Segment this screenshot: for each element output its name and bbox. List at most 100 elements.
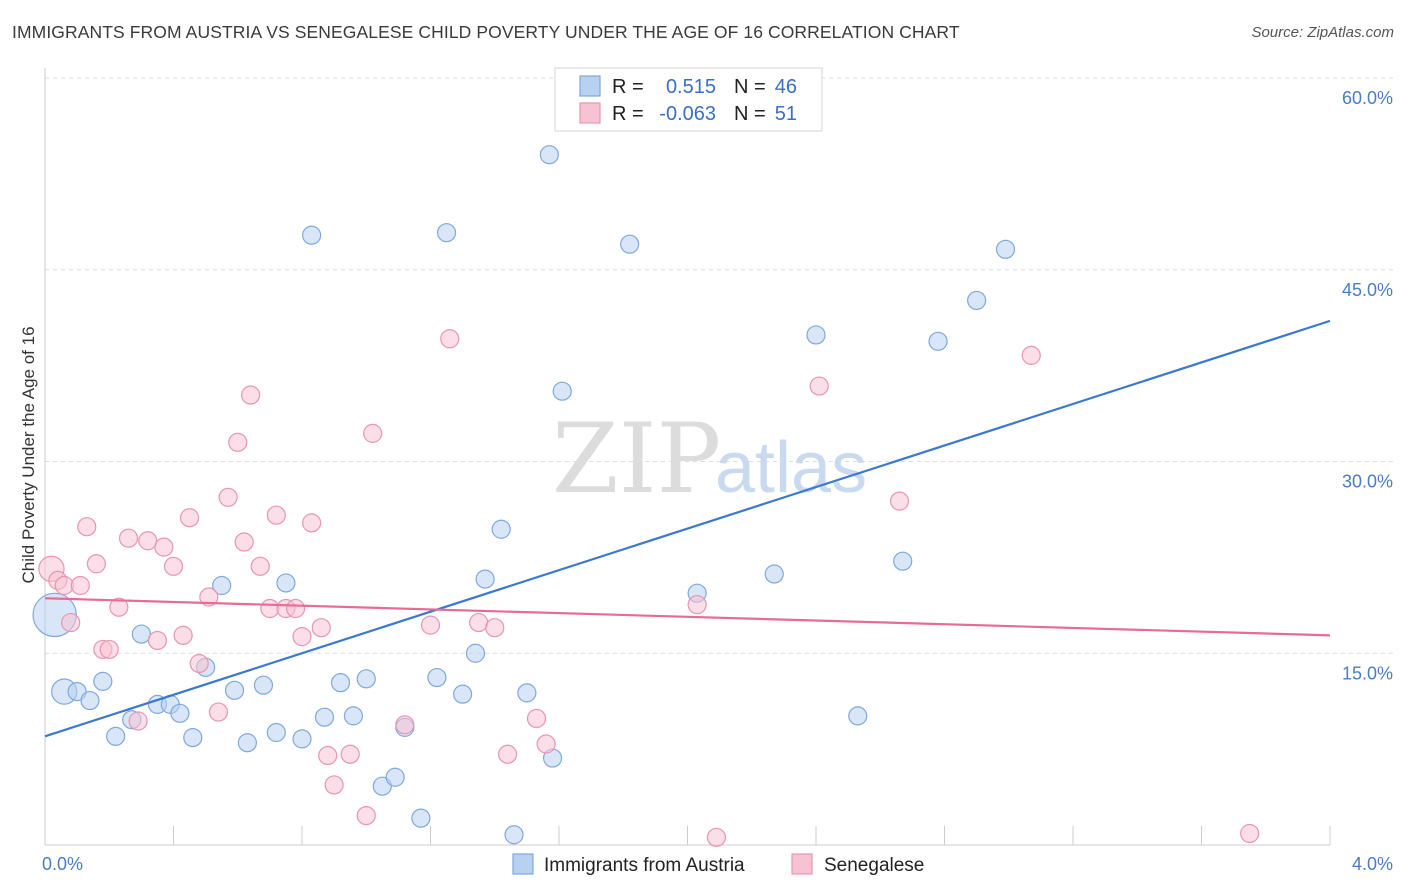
senegalese-data-point (163, 556, 184, 576)
senegalese-data-point (118, 528, 139, 548)
stats-legend-r-label: R = (612, 103, 644, 125)
stats-legend-n-value: 51 (775, 103, 797, 125)
austria-data-point (967, 290, 987, 311)
austria-data-point (465, 643, 486, 663)
senegalese-data-point (469, 612, 489, 633)
austria-data-point (427, 667, 447, 688)
senegalese-data-point (77, 517, 97, 537)
stats-legend-n-label: N = (734, 103, 766, 125)
tick-labels: 15.0% 30.0% 45.0% 60.0% 0.0% 4.0% (42, 88, 1393, 874)
series-legend: Immigrants from Austria Senegalese (512, 853, 924, 876)
austria-data-point (806, 325, 826, 345)
austria-data-point (436, 223, 457, 243)
austria-data-point (212, 575, 232, 596)
senegalese-data-point (395, 715, 415, 735)
senegalese-data-point (70, 575, 90, 596)
senegalese-data-point (234, 532, 254, 552)
y-tick-label: 30.0% (1342, 472, 1393, 492)
axes (44, 68, 1331, 846)
senegalese-data-point (498, 744, 518, 764)
austria-data-point (237, 733, 257, 753)
austria-data-point (620, 234, 640, 254)
austria-data-point (330, 673, 351, 693)
austria-data-point (475, 569, 495, 589)
austria-data-point (106, 726, 126, 746)
senegalese-data-point (809, 376, 829, 396)
austria-data-point (356, 669, 376, 689)
senegalese-data-point (99, 639, 119, 660)
stats-legend-r-value: 0.515 (666, 76, 716, 98)
stats-legend-n-value: 46 (775, 76, 797, 98)
senegalese-data-point (420, 615, 441, 635)
senegalese-data-point (356, 805, 376, 826)
stats-legend: R = 0.515 N = 46 R = -0.063 N = 51 (554, 67, 823, 132)
senegalese-data-point (128, 711, 148, 731)
austria-data-point (893, 551, 913, 571)
x-tick-label: 4.0% (1352, 854, 1393, 874)
austria-data-point (504, 825, 524, 845)
y-tick-label: 15.0% (1342, 663, 1393, 683)
senegalese-trend-line (44, 597, 1331, 637)
senegalese-data-point (173, 625, 193, 645)
senegalese-data-point (302, 513, 322, 533)
senegalese-data-point (241, 385, 261, 405)
austria-data-point (764, 564, 784, 584)
austria-data-point (343, 706, 363, 726)
stats-legend-r-label: R = (612, 76, 644, 98)
austria-data-point (491, 519, 511, 539)
senegalese-data-point (285, 598, 306, 619)
senegalese-data-point (536, 734, 556, 754)
series-legend-swatch-senegalese (791, 853, 813, 875)
austria-data-point (93, 671, 113, 691)
austria-data-point (80, 690, 100, 711)
x-tick-label: 0.0% (42, 854, 83, 874)
senegalese-data-point (324, 775, 344, 795)
austria-trend-line (44, 319, 1331, 738)
austria-data-point (453, 684, 473, 704)
senegalese-data-point (363, 423, 383, 443)
y-tick-label: 60.0% (1342, 88, 1393, 108)
series-legend-label-senegalese: Senegalese (824, 855, 924, 876)
trend-lines (44, 319, 1331, 738)
senegalese-data-point (54, 575, 74, 596)
austria-data-point (131, 624, 151, 644)
stats-legend-n-label: N = (734, 76, 766, 98)
senegalese-data-point (318, 745, 338, 766)
senegalese-data-point (208, 702, 229, 722)
austria-data-point (385, 767, 405, 787)
series-legend-swatch-austria (512, 853, 534, 875)
senegalese-data-point (250, 556, 270, 576)
austria-data-point (170, 703, 190, 723)
senegalese-data-point (889, 491, 910, 511)
watermark-zip: ZIP (552, 403, 721, 515)
senegalese-data-point (260, 598, 280, 619)
senegalese-data-point (292, 627, 312, 647)
austria-data-point (314, 707, 335, 727)
senegalese-data-point (440, 329, 460, 349)
austria-data-point (224, 680, 245, 700)
senegalese-data-point (1240, 823, 1260, 844)
y-axis-label: Child Poverty Under the Age of 16 (19, 326, 38, 583)
y-tick-label: 45.0% (1342, 280, 1393, 300)
stats-legend-swatch-blue (579, 75, 601, 97)
austria-data-point (292, 729, 312, 749)
austria-data-point (928, 331, 948, 351)
senegalese-data-point (485, 618, 505, 638)
senegalese-data-point (266, 505, 286, 525)
austria-data-point (266, 722, 286, 743)
austria-data-point (183, 728, 203, 748)
senegalese-data-point (61, 612, 81, 633)
senegalese-data-point (138, 531, 158, 551)
senegalese-data-point (218, 487, 238, 507)
austria-data-point (276, 573, 296, 593)
chart-source: Source: ZipAtlas.com (1251, 24, 1394, 41)
senegalese-data-point (199, 587, 219, 607)
stats-legend-r-value: -0.063 (659, 103, 716, 125)
chart-title: IMMIGRANTS FROM AUSTRIA VS SENEGALESE CH… (12, 22, 960, 42)
senegalese-data-point (706, 827, 727, 847)
austria-data-point (552, 381, 572, 401)
austria-data-point (848, 706, 868, 726)
austria-data-point (253, 675, 274, 695)
watermark: ZIP atlas (552, 403, 867, 515)
